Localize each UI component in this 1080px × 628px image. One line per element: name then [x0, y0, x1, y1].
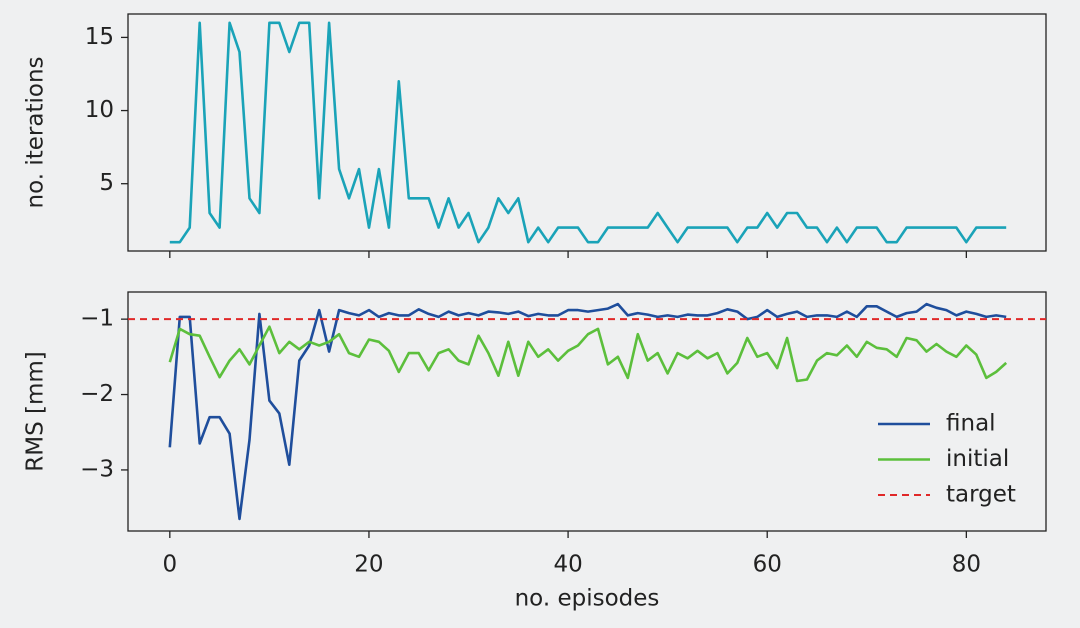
- x-tick-label: 40: [553, 552, 582, 578]
- x-tick-label: 0: [162, 552, 177, 578]
- data-line: [168, 325, 1008, 383]
- y-axis-label: RMS [mm]: [23, 351, 49, 472]
- data-line: [169, 21, 1007, 244]
- plot-frame: [127, 13, 1047, 252]
- y-tick-label: −3: [80, 456, 114, 482]
- legend-label: initial: [946, 446, 1009, 472]
- data-line: [168, 302, 1007, 521]
- x-tick-label: 20: [354, 552, 383, 578]
- legend-label: final: [946, 411, 996, 437]
- y-tick-label: −1: [80, 306, 114, 332]
- y-tick-label: −2: [80, 381, 114, 407]
- y-tick-label: 15: [85, 24, 114, 50]
- x-tick-label: 80: [952, 552, 981, 578]
- y-tick-label: 10: [85, 97, 114, 123]
- plot-frame: [127, 291, 1047, 532]
- y-tick-label: 5: [99, 170, 114, 196]
- x-axis-label: no. episodes: [515, 586, 660, 612]
- legend-label: target: [946, 482, 1016, 508]
- y-axis-label: no. iterations: [23, 56, 49, 208]
- x-tick-label: 60: [753, 552, 782, 578]
